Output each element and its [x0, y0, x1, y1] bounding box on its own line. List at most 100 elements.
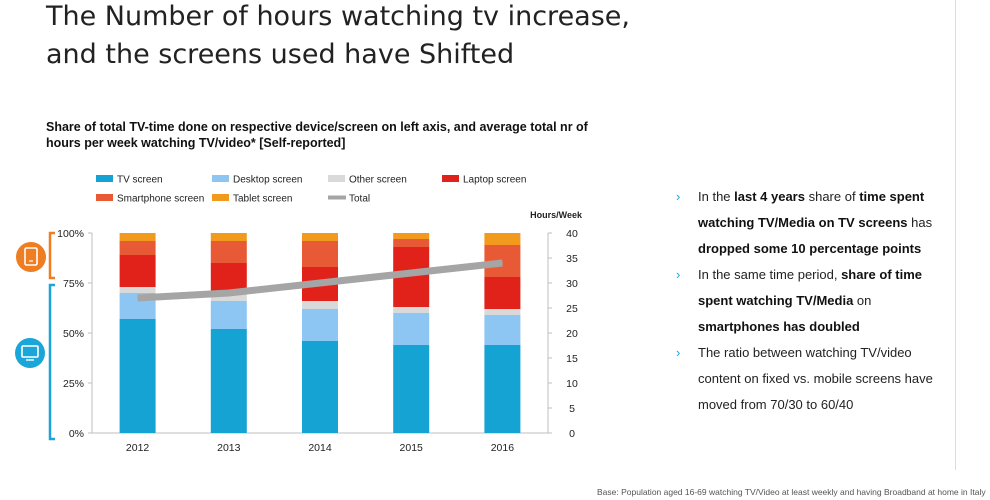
bar-segment: [210, 233, 247, 241]
y-tick-label-right: 5: [569, 403, 575, 415]
legend-label: Desktop screen: [233, 175, 302, 186]
legend-label: Other screen: [349, 175, 407, 186]
bar-segment: [484, 233, 521, 245]
chart-bars: [119, 233, 521, 433]
bar-segment: [393, 307, 430, 313]
y-tick-label-left: 25%: [63, 378, 84, 390]
bullet-text-bold: smartphones has doubled: [698, 319, 860, 334]
bar-segment: [119, 255, 156, 287]
bullet-text-bold: last 4 years: [734, 189, 805, 204]
bar-segment: [210, 293, 247, 301]
bar-segment: [119, 233, 156, 241]
bar-segment: [119, 319, 156, 433]
bar-segment: [119, 241, 156, 255]
y-tick-label-right: 35: [566, 253, 578, 265]
x-tick-label: 2015: [400, 442, 424, 454]
legend-label: Smartphone screen: [117, 194, 204, 205]
bar-segment: [484, 277, 521, 309]
bullet-text: The ratio between watching TV/video cont…: [698, 345, 933, 412]
slide-title: The Number of hours watching tv increase…: [46, 1, 630, 70]
total-point: [228, 292, 230, 294]
key-findings-list: › In the last 4 years share of time spent…: [676, 184, 951, 418]
legend-label: Total: [349, 194, 370, 205]
bullet-text-bold: dropped some 10 percentage points: [698, 241, 922, 256]
total-point: [319, 282, 321, 284]
bullet-item: › In the same time period, share of time …: [676, 262, 951, 340]
tv-icon-badge: [15, 338, 45, 368]
bullet-text: has: [907, 215, 933, 230]
footnote: Base: Population aged 16-69 watching TV/…: [597, 487, 986, 497]
y-tick-label-right: 40: [566, 228, 578, 240]
side-markers: [15, 231, 55, 441]
bullet-text-bold: share of time spent watching TV/Media: [698, 267, 922, 308]
chart-axes: 0% 25% 50% 75% 100% 0 5 10 15 20 25 30 35 40 Hours/Wee…: [57, 210, 583, 454]
legend-swatch: [96, 175, 113, 182]
y-tick-label-left: 50%: [63, 328, 84, 340]
y-tick-label-left: 100%: [57, 228, 84, 240]
bar-segment: [484, 309, 521, 315]
bullet-text: In the: [698, 189, 735, 204]
tv-screen-icon: [21, 345, 39, 361]
x-tick-label: 2016: [491, 442, 515, 454]
bullet-text-bold: time spent watching TV/Media on TV scree…: [698, 189, 925, 230]
chart-subtitle: Share of total TV-time done on respectiv…: [46, 120, 588, 150]
bar-segment: [302, 301, 338, 309]
legend-label: Laptop screen: [463, 175, 526, 186]
bar-segment: [484, 345, 521, 433]
x-tick-label: 2012: [126, 442, 150, 454]
bullet-marker-icon: ›: [676, 267, 681, 282]
bar-segment: [393, 233, 430, 239]
bar-segment: [302, 241, 338, 267]
legend-swatch: [442, 175, 459, 182]
legend-swatch: [328, 175, 345, 182]
total-point: [137, 297, 139, 299]
bullet-text: In the same time period,: [698, 267, 842, 282]
legend-swatch: [96, 194, 113, 201]
bar-segment: [210, 263, 247, 293]
legend-line-swatch: [328, 195, 346, 200]
y-tick-label-right: 10: [566, 378, 578, 390]
y-tick-label-right: 30: [566, 278, 578, 290]
bullet-item: › In the last 4 years share of time spent…: [676, 184, 951, 262]
y-tick-label-right: 20: [566, 328, 578, 340]
bar-segment: [393, 313, 430, 345]
y-tick-label-left: 0%: [69, 428, 84, 440]
total-line-group: [137, 259, 503, 302]
legend-label: Tablet screen: [233, 194, 292, 205]
bar-segment: [302, 233, 338, 241]
x-tick-label: 2013: [217, 442, 241, 454]
blue-bracket: [48, 283, 55, 441]
tv-icon-screen: [21, 345, 39, 358]
legend-label: TV screen: [117, 175, 163, 186]
divider: [955, 0, 956, 470]
y-tick-label-right: 15: [566, 353, 578, 365]
tablet-icon: [24, 247, 38, 266]
orange-bracket: [48, 231, 55, 280]
bullet-item: › The ratio between watching TV/video con…: [676, 340, 951, 418]
x-tick-label: 2014: [308, 442, 332, 454]
total-point: [501, 262, 503, 264]
y-tick-label-right: 0: [569, 428, 575, 440]
tablet-icon-body: [24, 247, 38, 266]
bullet-text: share of: [804, 189, 860, 204]
y-tick-label-left: 75%: [63, 278, 84, 290]
bar-segment: [210, 301, 247, 329]
stacked-bar-chart: TV screen Desktop screen Other screen Lapto…: [15, 175, 583, 454]
bullet-marker-icon: ›: [676, 345, 681, 360]
bar-segment: [393, 239, 430, 247]
bar-segment: [119, 287, 156, 293]
legend-swatch: [212, 194, 229, 201]
total-point: [410, 272, 412, 274]
legend-swatch: [212, 175, 229, 182]
bar-segment: [210, 241, 247, 263]
bar-segment: [210, 329, 247, 433]
bar-segment: [302, 309, 338, 341]
bullet-text: on: [853, 293, 872, 308]
chart-legend: TV screen Desktop screen Other screen Lapto…: [96, 175, 526, 205]
bar-segment: [484, 315, 521, 345]
tablet-icon-badge: [16, 242, 46, 272]
y2-axis-title: Hours/Week: [530, 210, 583, 220]
bar-segment: [393, 345, 430, 433]
bullet-marker-icon: ›: [676, 189, 681, 204]
bar-segment: [302, 341, 338, 433]
